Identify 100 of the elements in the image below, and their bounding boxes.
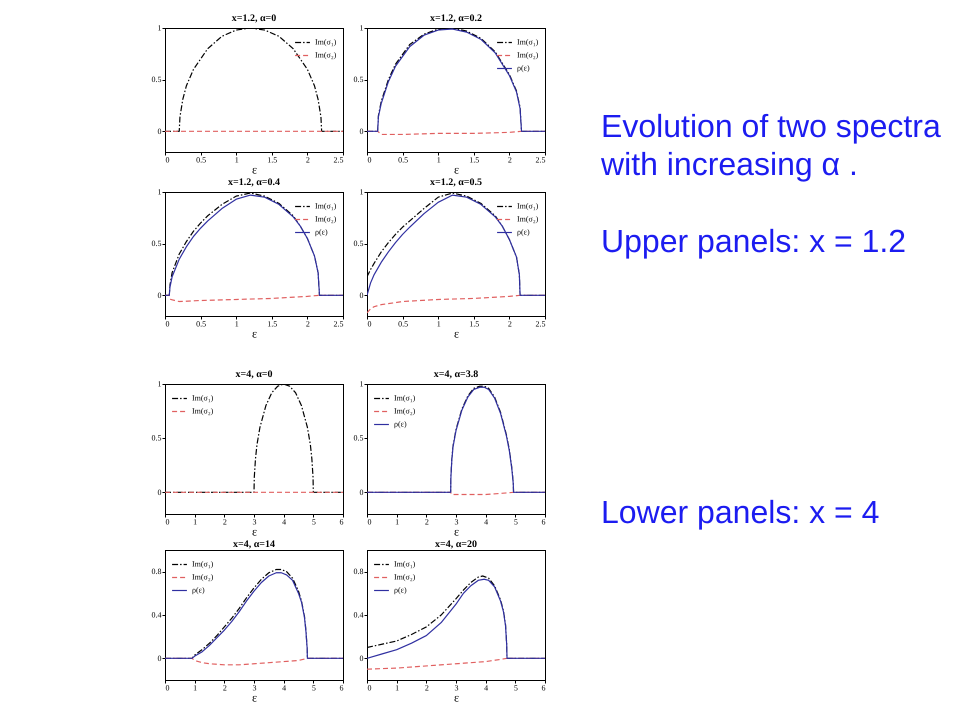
legend-label: Im(σ₂) [517, 50, 539, 60]
x-tick-label: 2 [222, 518, 227, 526]
legend-label: ρ(ε) [517, 228, 530, 236]
legend-label: Im(σ₂) [517, 214, 539, 224]
x-tick-label: 1 [193, 518, 198, 526]
x-tick-label: 6 [542, 518, 546, 526]
x-tick-label: 0 [368, 518, 372, 526]
x-tick-label: 3 [252, 684, 256, 692]
y-tick-label: 1 [360, 380, 364, 388]
x-tick-label: 2 [508, 156, 512, 164]
x-tick-label: 1 [395, 684, 400, 692]
x-axis-title: ε [454, 162, 460, 176]
chart-title: x=4, α=0 [236, 369, 272, 380]
legend-label: Im(σ₁) [394, 394, 416, 402]
legend-label: Im(σ₂) [394, 406, 416, 416]
chart-title: x=4, α=20 [435, 539, 477, 550]
x-tick-label: 2.5 [536, 156, 546, 164]
x-tick-label: 5 [312, 684, 316, 692]
x-tick-label: 0 [166, 156, 170, 164]
legend-label: ρ(ε) [315, 228, 328, 236]
y-tick-label: 0 [158, 654, 162, 663]
y-tick-label: 0.4 [354, 610, 364, 620]
x-tick-label: 0.5 [196, 156, 206, 164]
legend-label: Im(σ₂) [192, 572, 214, 582]
x-axis-title: ε [454, 690, 460, 704]
x-tick-label: 0 [368, 156, 372, 164]
legend-label: Im(σ₁) [315, 202, 337, 210]
x-axis-title: ε [252, 162, 258, 176]
x-tick-label: 3 [252, 518, 256, 526]
legend-label: ρ(ε) [394, 420, 408, 428]
x-tick-label: 0 [166, 518, 170, 526]
y-tick-label: 0.5 [152, 239, 162, 248]
legend-label: ρ(ε) [517, 64, 530, 72]
y-tick-label: 0.5 [152, 75, 162, 84]
legend-label: Im(σ₁) [192, 560, 214, 568]
y-tick-label: 0.8 [354, 567, 364, 576]
chart-title: x=1.2, α=0.4 [228, 177, 280, 188]
x-tick-label: 6 [340, 684, 344, 692]
x-tick-label: 4 [484, 684, 488, 692]
chart-title: x=4, α=3.8 [434, 369, 478, 380]
legend-label: Im(σ₁) [517, 202, 539, 210]
x-tick-label: 4 [282, 684, 286, 692]
x-axis-title: ε [454, 524, 460, 538]
legend-label: ρ(ε) [192, 586, 206, 594]
x-tick-label: 0 [368, 320, 372, 328]
x-tick-label: 2 [222, 684, 227, 692]
x-tick-label: 1 [436, 320, 441, 328]
x-tick-label: 2.5 [334, 320, 344, 328]
y-tick-label: 0.5 [152, 434, 162, 443]
text: Upper panels: x = 1.2 [601, 223, 906, 259]
y-tick-label: 0.8 [152, 567, 162, 576]
y-tick-label: 0 [360, 654, 364, 663]
x-tick-label: 1.5 [267, 320, 278, 328]
x-tick-label: 0 [166, 320, 170, 328]
x-tick-label: 2 [424, 518, 429, 526]
x-tick-label: 3 [454, 684, 458, 692]
legend-label: Im(σ₁) [192, 394, 214, 402]
y-tick-label: 0 [360, 126, 364, 136]
x-tick-label: 1.5 [267, 156, 278, 164]
x-tick-label: 6 [542, 684, 546, 692]
x-axis-title: ε [454, 326, 460, 340]
y-tick-label: 0 [360, 488, 364, 497]
x-tick-label: 1 [234, 320, 239, 328]
y-tick-label: 1 [158, 188, 162, 196]
x-tick-label: 2 [508, 320, 512, 328]
x-tick-label: 1 [234, 156, 239, 164]
chart-title: x=4, α=14 [233, 539, 275, 550]
x-tick-label: 4 [484, 518, 488, 526]
x-axis-title: ε [252, 690, 258, 704]
chart-title: x=1.2, α=0 [232, 13, 276, 24]
x-tick-label: 4 [282, 518, 286, 526]
x-tick-label: 2.5 [536, 320, 546, 328]
chart-title: x=1.2, α=0.5 [430, 177, 482, 188]
text: Lower panels: x = 4 [601, 494, 880, 530]
x-tick-label: 2.5 [334, 156, 344, 164]
legend-label: Im(σ₂) [315, 50, 337, 60]
x-tick-label: 1 [395, 518, 400, 526]
x-tick-label: 1 [436, 156, 441, 164]
chart-title: x=1.2, α=0.2 [430, 13, 482, 24]
x-tick-label: 0 [166, 684, 170, 692]
y-tick-label: 0.5 [354, 239, 364, 248]
y-tick-label: 0 [158, 290, 162, 300]
y-tick-label: 0.5 [354, 434, 364, 443]
x-tick-label: 0.5 [398, 320, 408, 328]
y-tick-label: 1 [360, 188, 364, 196]
y-tick-label: 1 [158, 24, 162, 32]
x-tick-label: 3 [454, 518, 458, 526]
legend-label: Im(σ₁) [517, 38, 539, 46]
x-tick-label: 0 [368, 684, 372, 692]
text: Evolution of two spectra with increasing α . [600, 108, 941, 182]
y-tick-label: 0 [360, 290, 364, 300]
y-tick-label: 0 [158, 126, 162, 136]
y-tick-label: 1 [360, 24, 364, 32]
x-tick-label: 6 [340, 518, 344, 526]
x-tick-label: 5 [514, 684, 518, 692]
x-tick-label: 0.5 [398, 156, 408, 164]
x-tick-label: 5 [514, 518, 518, 526]
legend-label: Im(σ₂) [315, 214, 337, 224]
y-tick-label: 1 [158, 380, 162, 388]
legend-label: ρ(ε) [394, 586, 408, 594]
